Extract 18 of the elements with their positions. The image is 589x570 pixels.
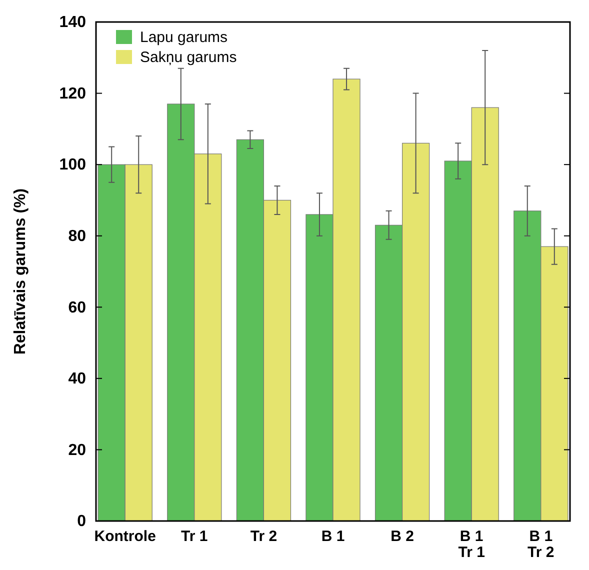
- y-tick-label: 100: [59, 156, 86, 174]
- x-tick-label: Kontrole: [94, 528, 156, 545]
- x-tick-label: B 1: [321, 528, 345, 545]
- y-tick-label: 140: [59, 14, 86, 32]
- legend-label: Sakņu garums: [140, 49, 237, 66]
- x-tick-label: B 2: [390, 528, 414, 545]
- y-tick-label: 20: [68, 442, 86, 459]
- y-tick-label: 60: [68, 299, 86, 316]
- x-tick-label: B 1 Tr 1: [458, 528, 485, 561]
- y-axis-title: Relatīvais garums (%): [12, 188, 29, 355]
- y-tick-label: 80: [68, 228, 86, 245]
- y-tick-label: 0: [77, 513, 86, 530]
- y-tick-label: 120: [59, 85, 86, 102]
- x-tick-label: Tr 2: [250, 528, 278, 545]
- legend-label: Lapu garums: [140, 29, 228, 46]
- y-tick-label: 40: [68, 370, 86, 388]
- x-tick-label: B 1 Tr 2: [528, 528, 554, 561]
- x-tick-label: Tr 1: [181, 528, 208, 545]
